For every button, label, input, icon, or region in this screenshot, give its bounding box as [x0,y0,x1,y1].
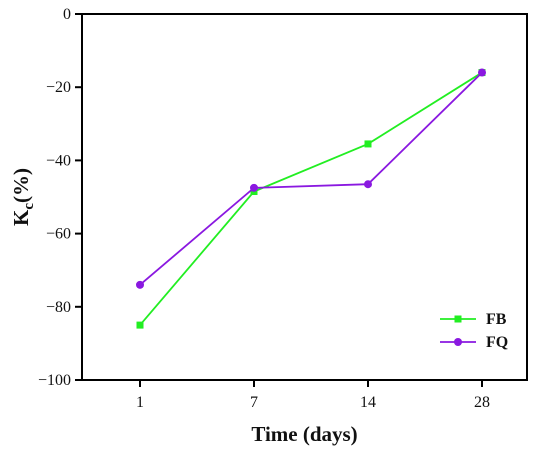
y-axis-title-main: K [9,209,33,226]
y-tick-label: −20 [46,79,71,96]
x-tick-label: 28 [474,394,490,411]
x-tick-label: 14 [360,394,376,411]
y-tick-label: −80 [46,299,71,316]
y-axis-ticks: 0 −20 −40 −60 −80 −100 [38,6,82,389]
y-tick-label: −40 [46,152,71,169]
legend-label-fq: FQ [486,334,508,351]
legend-label-fb: FB [486,311,507,328]
x-axis-title: Time (days) [251,422,357,446]
data-point-fq [478,68,486,77]
x-axis-ticks: 1 7 14 28 [136,380,490,411]
y-axis-title: Kc(%) [9,168,37,226]
y-tick-label: −100 [38,372,71,389]
data-point-fq [136,280,144,289]
x-tick-label: 7 [250,394,258,411]
legend: FB FQ [440,311,508,351]
y-tick-label: −60 [46,226,71,243]
y-axis-title-rest: (%) [9,168,33,203]
data-point-fb [364,140,372,148]
series-layer [136,68,486,329]
legend-marker-fb [454,315,462,323]
legend-marker-fq [454,338,462,346]
series-line-fb [139,71,483,326]
series-line-fq [139,71,483,286]
data-point-fq [364,180,372,189]
x-tick-label: 1 [136,394,144,411]
data-point-fq [250,183,258,192]
plot-frame [81,13,528,381]
y-tick-label: 0 [63,6,71,23]
data-point-fb [136,321,144,329]
y-axis-title-subscript: c [21,203,37,210]
